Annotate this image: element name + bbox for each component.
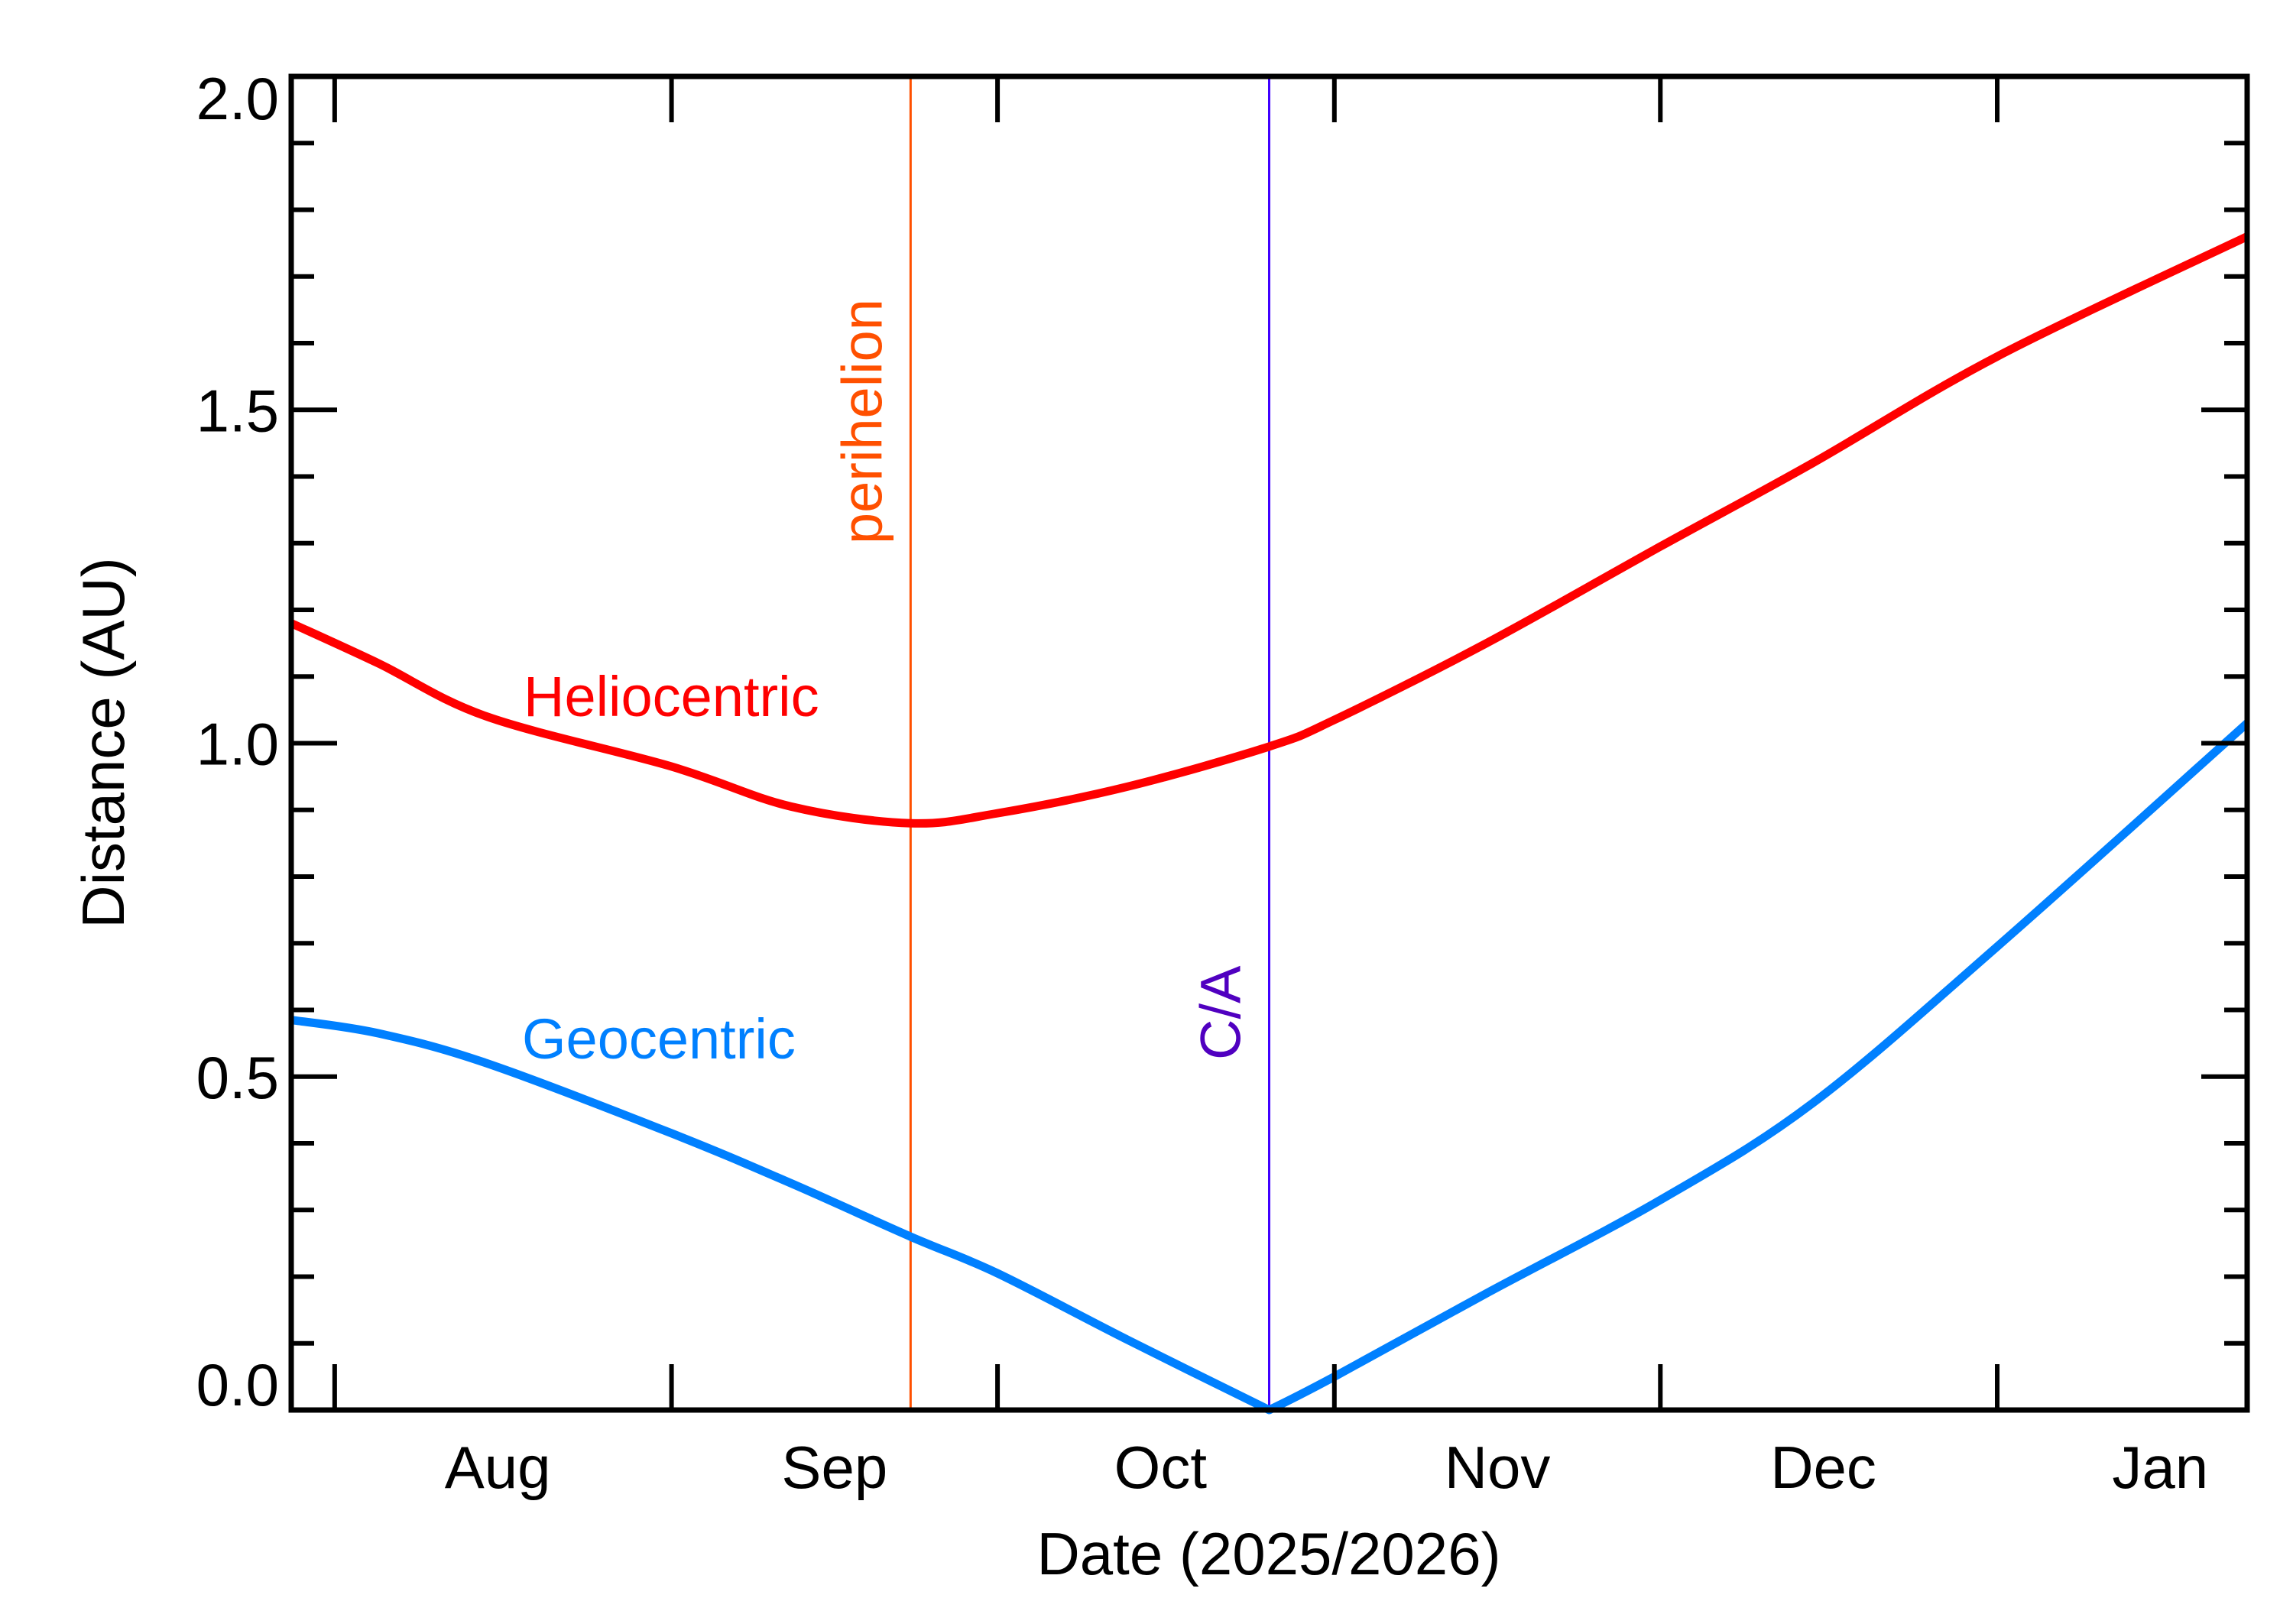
- series-label-geocentric: Geocentric: [522, 1007, 796, 1071]
- marker-label-ca: C/A: [1189, 965, 1253, 1060]
- y-tick-label: 1.0: [196, 711, 279, 778]
- x-tick-label: Oct: [1114, 1434, 1208, 1501]
- x-tick-label: Aug: [445, 1434, 551, 1501]
- y-tick-label: 0.0: [196, 1351, 279, 1418]
- x-tick-label: Nov: [1445, 1434, 1551, 1501]
- x-tick-label: Jan: [2112, 1434, 2208, 1501]
- x-tick-label: Dec: [1770, 1434, 1876, 1501]
- y-tick-label: 1.5: [196, 377, 279, 444]
- x-axis-title: Date (2025/2026): [1036, 1520, 1500, 1587]
- series-line-heliocentric: [289, 232, 2249, 828]
- y-tick-label: 0.5: [196, 1044, 279, 1111]
- series-label-heliocentric: Heliocentric: [524, 665, 819, 728]
- series-line-geocentric: [290, 720, 2250, 1415]
- marker-label-perihelion: perihelion: [830, 299, 894, 544]
- y-tick-label: 2.0: [196, 65, 279, 132]
- y-axis-title: Distance (AU): [70, 557, 137, 928]
- x-tick-label: Sep: [781, 1434, 887, 1501]
